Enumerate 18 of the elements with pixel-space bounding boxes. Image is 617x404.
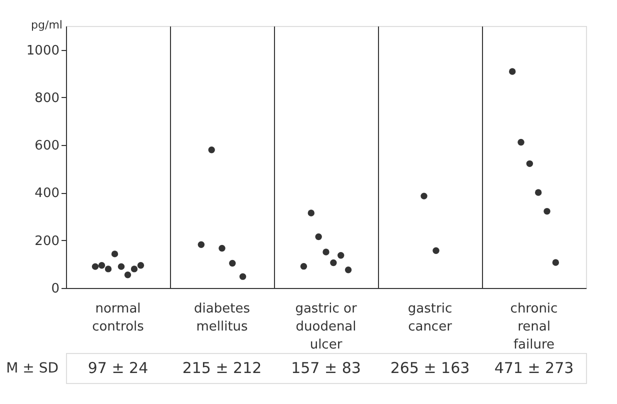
- y-tick-label: 0: [51, 282, 60, 296]
- y-tick-label: 1000: [26, 43, 60, 58]
- x-tick-label: gastric or duodenal ulcer: [295, 302, 358, 352]
- x-tick-label: chronic renal failure: [510, 302, 558, 352]
- y-tick-label: 200: [34, 234, 60, 249]
- text: 157 ± 83: [291, 359, 361, 377]
- y-tick-label: 800: [34, 90, 60, 106]
- y-tick-label: 600: [34, 138, 60, 154]
- text: 97 ± 24: [88, 359, 148, 377]
- text: 215 ± 212: [182, 359, 262, 377]
- x-tick-label: normal controls: [92, 302, 144, 334]
- text: M ± SD: [6, 360, 58, 376]
- x-tick-label: gastric cancer: [408, 302, 453, 334]
- x-tick-label: diabetes mellitus: [194, 302, 250, 334]
- text: 471 ± 273: [494, 359, 574, 377]
- y-axis-title: pg/ml: [31, 18, 62, 32]
- text: 265 ± 163: [390, 359, 470, 377]
- y-tick-label: 400: [34, 186, 60, 202]
